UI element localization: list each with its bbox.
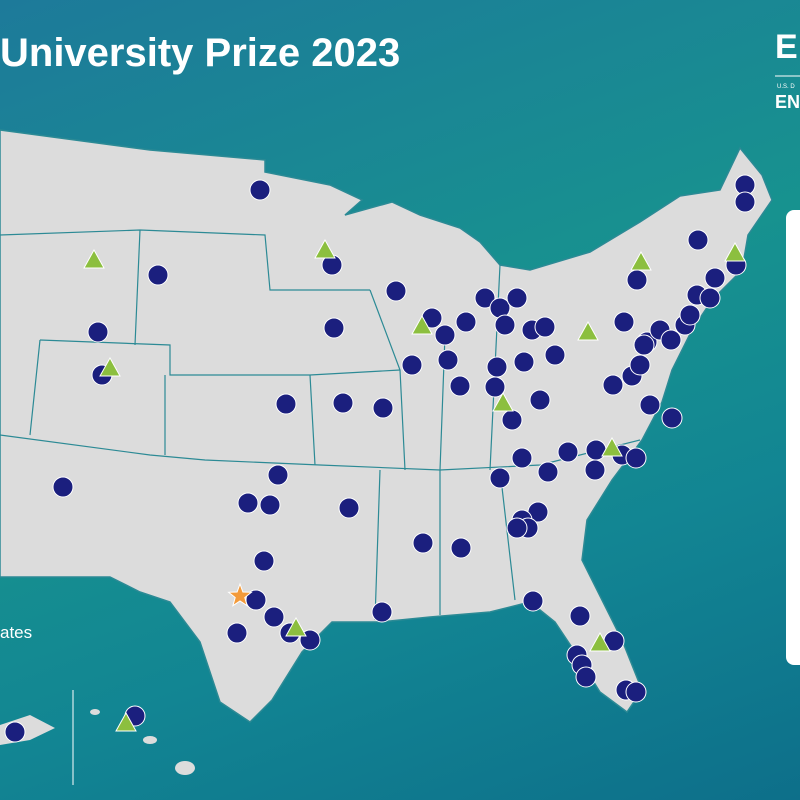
location-circle (544, 344, 566, 366)
location-triangle (314, 238, 336, 259)
location-circle (323, 317, 345, 339)
location-circle (661, 407, 683, 429)
location-triangle (724, 241, 746, 262)
location-circle (537, 461, 559, 483)
location-circle (437, 349, 459, 371)
location-circle (602, 374, 624, 396)
location-circle (534, 316, 556, 338)
location-circle (679, 304, 701, 326)
markers (4, 174, 756, 743)
location-circle (699, 287, 721, 309)
location-circle (412, 532, 434, 554)
location-triangle (83, 248, 105, 269)
location-circle (474, 287, 496, 309)
location-circle (332, 392, 354, 414)
location-circle (338, 497, 360, 519)
location-circle (434, 324, 456, 346)
location-circle (639, 394, 661, 416)
location-triangle (601, 436, 623, 457)
logo-subtext: U.S. D (777, 84, 795, 90)
location-triangle (115, 711, 137, 732)
location-circle (513, 351, 535, 373)
location-circle (506, 287, 528, 309)
location-circle (613, 311, 635, 333)
location-circle (584, 459, 606, 481)
island (143, 736, 157, 744)
location-circle (401, 354, 423, 376)
location-circle (585, 439, 607, 461)
location-circle (226, 622, 248, 644)
location-star (227, 582, 253, 607)
location-circle (249, 179, 271, 201)
location-circle (506, 517, 528, 539)
location-circle (455, 311, 477, 333)
location-circle (494, 314, 516, 336)
location-circle (449, 375, 471, 397)
location-triangle (99, 356, 121, 377)
us-land (0, 129, 773, 723)
location-circle (275, 393, 297, 415)
location-circle (511, 447, 533, 469)
location-circle (501, 409, 523, 431)
location-circle (4, 721, 26, 743)
location-circle (569, 605, 591, 627)
location-circle (489, 467, 511, 489)
location-circle (626, 269, 648, 291)
logo-letter: E (775, 28, 798, 66)
location-circle (625, 447, 647, 469)
location-circle (734, 191, 756, 213)
location-circle (522, 590, 544, 612)
location-circle (575, 666, 597, 688)
side-panel (786, 210, 800, 665)
location-circle (147, 264, 169, 286)
location-circle (263, 606, 285, 628)
location-circle (253, 550, 275, 572)
location-triangle (589, 631, 611, 652)
location-circle (557, 441, 579, 463)
location-circle (486, 356, 508, 378)
title: University Prize 2023 (0, 31, 400, 75)
island (90, 709, 100, 715)
location-circle (237, 492, 259, 514)
state-lines (0, 229, 641, 621)
location-circle (625, 681, 647, 703)
location-circle (371, 601, 393, 623)
location-circle (372, 397, 394, 419)
location-circle (450, 537, 472, 559)
location-circle (704, 267, 726, 289)
location-circle (529, 389, 551, 411)
location-circle (267, 464, 289, 486)
island (175, 761, 195, 775)
location-triangle (285, 616, 307, 637)
location-circle (629, 354, 651, 376)
location-circle (687, 229, 709, 251)
location-triangle (411, 314, 433, 335)
location-circle (660, 329, 682, 351)
location-circle (259, 494, 281, 516)
legend-label: ates (0, 623, 32, 642)
location-triangle (577, 320, 599, 341)
location-circle (87, 321, 109, 343)
location-circle (385, 280, 407, 302)
location-triangle (492, 391, 514, 412)
location-triangle (630, 250, 652, 271)
logo-word: EN (775, 92, 800, 112)
location-circle (52, 476, 74, 498)
location-circle (633, 334, 655, 356)
